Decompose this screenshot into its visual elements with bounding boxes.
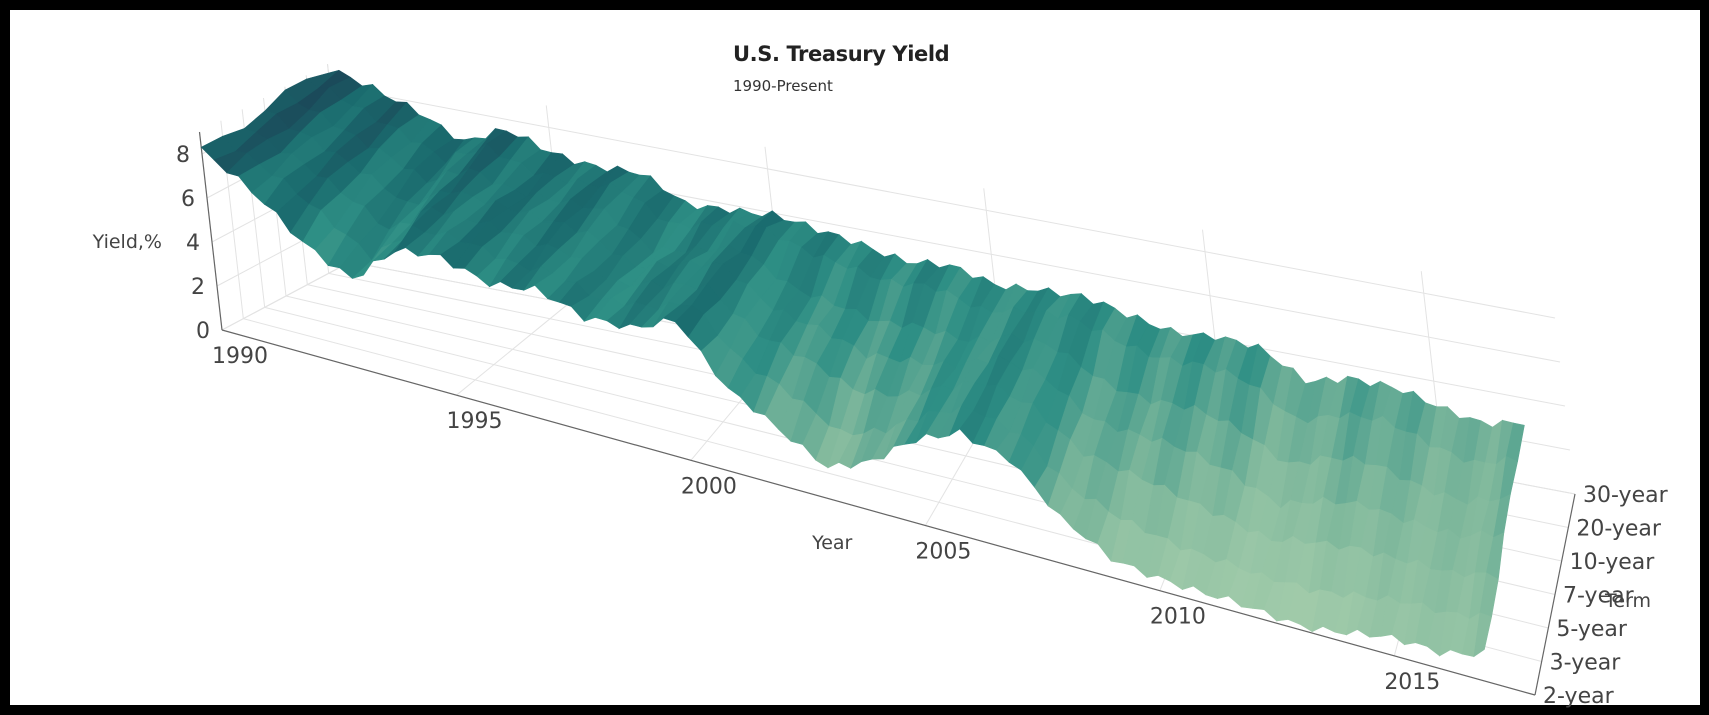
surface-cell: [1473, 612, 1492, 658]
axis-line: [198, 131, 223, 331]
y-tick-label: 5-year: [1556, 617, 1628, 642]
x-tick-label: 2005: [915, 540, 971, 565]
surface-layer: [200, 69, 1525, 658]
y-axis-title: Term: [1604, 590, 1651, 612]
axis-layer: [198, 131, 1576, 696]
z-tick-label: 0: [196, 319, 210, 344]
x-tick-label: 1990: [212, 344, 268, 369]
y-tick-label: 30-year: [1583, 483, 1669, 508]
x-tick-label: 2015: [1384, 670, 1440, 695]
y-tick-label: 20-year: [1576, 517, 1662, 542]
axis-line: [221, 329, 1536, 696]
z-tick-label: 6: [181, 187, 195, 212]
z-axis-title: Yield,%: [92, 231, 162, 253]
x-tick-label: 2000: [681, 474, 737, 499]
chart-title: U.S. Treasury Yield: [733, 42, 949, 66]
x-tick-label: 2010: [1150, 605, 1206, 630]
y-tick-label: 7-year: [1563, 584, 1635, 609]
label-layer: 0 2 4 6 8 Yield,% 1990 1995 2000 2005 2010 2015 Year…: [92, 143, 1669, 709]
z-tick-label: 2: [191, 275, 205, 300]
floor-gridline-year: [456, 303, 570, 396]
backwall-gridline-z: [329, 85, 1556, 319]
y-tick-label: 2-year: [1543, 684, 1615, 709]
z-tick-label: 4: [186, 231, 200, 256]
chart-subtitle: 1990-Present: [733, 77, 833, 95]
y-tick-label: 3-year: [1550, 651, 1622, 676]
z-tick-label: 8: [176, 143, 190, 168]
x-axis-title: Year: [811, 532, 852, 554]
x-tick-label: 1995: [446, 409, 502, 434]
y-tick-label: 10-year: [1570, 550, 1656, 575]
axis-line: [1534, 493, 1576, 696]
